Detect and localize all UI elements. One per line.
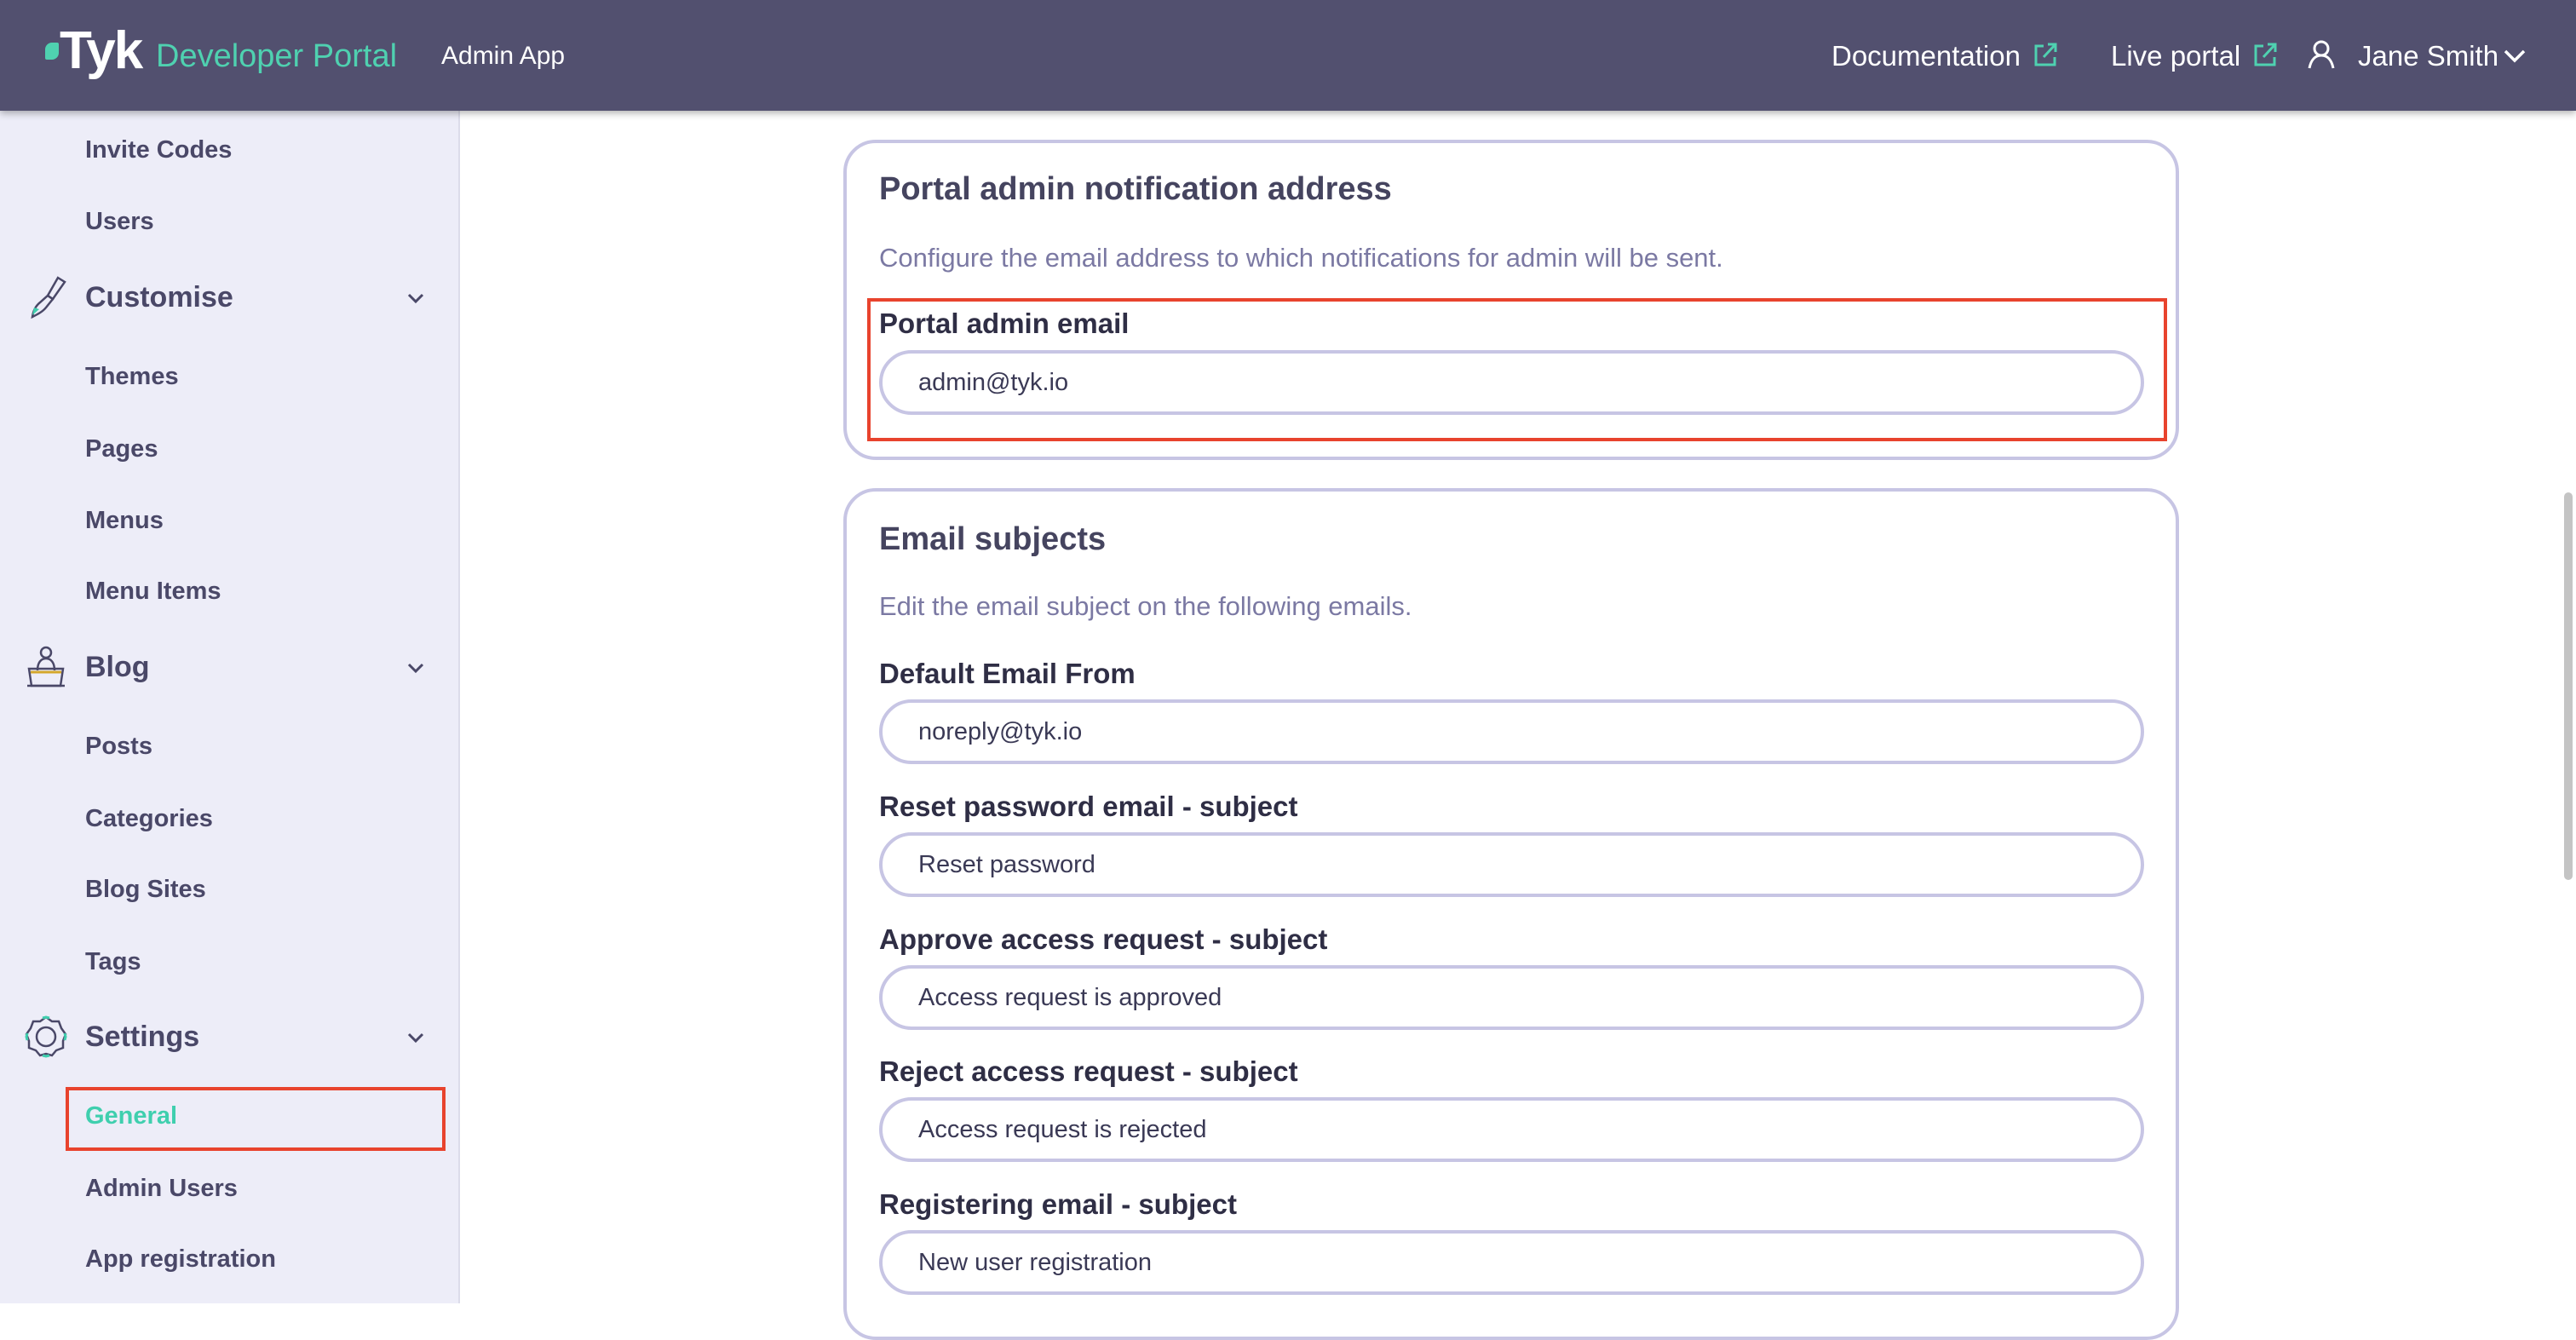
sidebar-item-menus[interactable]: Menus — [85, 507, 164, 534]
registering-email-subject-label: Registering email - subject — [879, 1188, 1237, 1220]
card-title: Portal admin notification address — [879, 171, 1392, 207]
live-portal-label: Live portal — [2111, 40, 2241, 72]
chevron-down-icon — [2504, 49, 2526, 63]
registering-email-subject-input[interactable] — [879, 1230, 2144, 1295]
portal-admin-email-label: Portal admin email — [879, 308, 1130, 339]
gear-icon — [25, 1015, 67, 1058]
sidebar-item-admin-users[interactable]: Admin Users — [85, 1175, 238, 1202]
sidebar-item-categories[interactable]: Categories — [85, 805, 213, 832]
reject-access-subject-label: Reject access request - subject — [879, 1055, 1298, 1087]
sidebar-item-menu-items[interactable]: Menu Items — [85, 578, 221, 605]
logo-text: Tyk — [60, 21, 143, 80]
approve-access-subject-label: Approve access request - subject — [879, 923, 1328, 955]
card-description: Edit the email subject on the following … — [879, 591, 1412, 621]
sidebar-item-posts[interactable]: Posts — [85, 733, 152, 760]
sidebar-item-general[interactable]: General — [85, 1102, 177, 1130]
sidebar — [0, 111, 460, 1303]
highlight-box-admin-email — [867, 298, 2167, 441]
default-email-from-input[interactable] — [879, 699, 2144, 764]
top-header: Tyk Developer Portal Admin App Documenta… — [0, 0, 2576, 111]
user-name: Jane Smith — [2358, 40, 2499, 72]
blog-writer-icon — [27, 646, 65, 687]
email-subjects-card — [843, 488, 2179, 1340]
approve-access-subject-input[interactable] — [879, 965, 2144, 1030]
reset-password-subject-input[interactable] — [879, 832, 2144, 897]
sidebar-item-pages[interactable]: Pages — [85, 435, 158, 463]
external-link-icon — [2034, 43, 2057, 66]
sidebar-section-customise[interactable]: Customise — [85, 281, 233, 313]
sidebar-section-settings[interactable]: Settings — [85, 1021, 200, 1053]
sidebar-item-users[interactable]: Users — [85, 208, 154, 235]
chevron-down-icon[interactable] — [404, 286, 428, 310]
highlight-box-general — [66, 1087, 446, 1151]
sidebar-item-themes[interactable]: Themes — [85, 363, 179, 390]
reject-access-subject-input[interactable] — [879, 1097, 2144, 1162]
sidebar-item-blog-sites[interactable]: Blog Sites — [85, 876, 206, 903]
card-description: Configure the email address to which not… — [879, 243, 1723, 273]
logo-leaf-icon — [45, 43, 59, 60]
chevron-down-icon[interactable] — [404, 1026, 428, 1050]
product-name: Developer Portal — [156, 38, 398, 74]
default-email-from-label: Default Email From — [879, 658, 1136, 689]
card-title: Email subjects — [879, 521, 1107, 557]
external-link-icon — [2254, 43, 2277, 66]
documentation-link[interactable]: Documentation — [1831, 31, 2057, 82]
sidebar-item-tags[interactable]: Tags — [85, 948, 141, 975]
tyk-logo[interactable]: Tyk — [43, 21, 145, 85]
sidebar-section-blog[interactable]: Blog — [85, 651, 150, 683]
app-name: Admin App — [441, 42, 566, 70]
user-menu[interactable]: Jane Smith — [2307, 31, 2537, 82]
user-icon — [2308, 40, 2335, 69]
chevron-down-icon[interactable] — [404, 656, 428, 680]
documentation-label: Documentation — [1831, 40, 2021, 72]
paintbrush-icon — [31, 276, 66, 319]
live-portal-link[interactable]: Live portal — [2111, 31, 2277, 82]
reset-password-subject-label: Reset password email - subject — [879, 791, 1298, 822]
portal-admin-email-input[interactable] — [879, 350, 2144, 415]
sidebar-item-invite-codes[interactable]: Invite Codes — [85, 136, 233, 164]
sidebar-item-app-registration[interactable]: App registration — [85, 1245, 276, 1273]
scrollbar-thumb[interactable] — [2564, 492, 2573, 880]
